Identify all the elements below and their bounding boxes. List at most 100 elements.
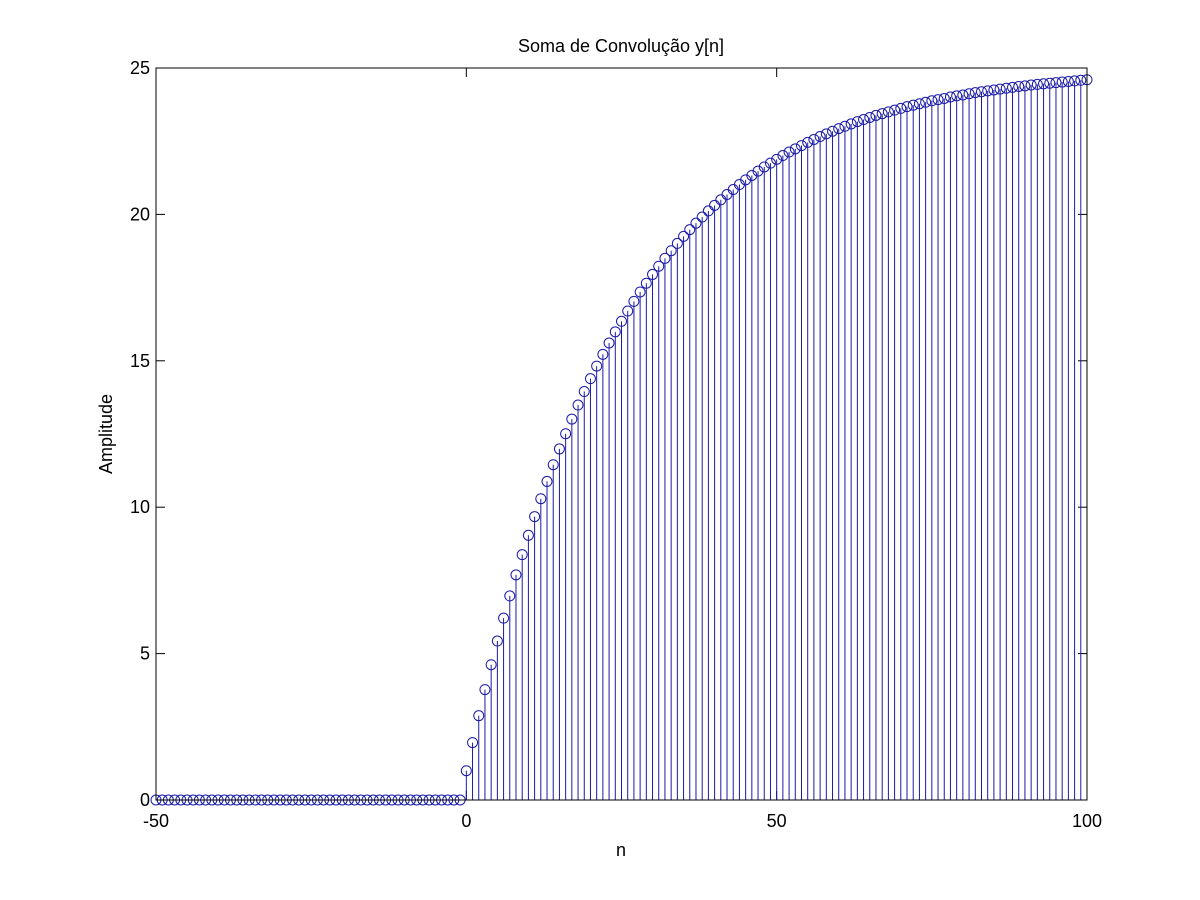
stem-marker xyxy=(1000,82,1012,94)
stem-marker xyxy=(988,84,1000,96)
stem-marker xyxy=(504,590,516,602)
stem-marker xyxy=(566,413,578,425)
stem-marker xyxy=(1044,77,1056,89)
x-tick-label: 100 xyxy=(1072,811,1102,831)
stem-marker xyxy=(541,475,553,487)
stem-marker xyxy=(982,85,994,97)
stem-marker xyxy=(709,199,721,211)
stem-marker xyxy=(752,165,764,177)
stem-marker xyxy=(671,237,683,249)
stem-marker xyxy=(591,360,603,372)
stem-marker xyxy=(913,98,925,110)
x-tick-label: 50 xyxy=(767,811,787,831)
stem-marker xyxy=(603,337,615,349)
stem-marker xyxy=(789,143,801,155)
stem-marker xyxy=(864,111,876,123)
stem-marker xyxy=(640,277,652,289)
stem-marker xyxy=(696,211,708,223)
stem-marker xyxy=(771,153,783,165)
y-tick-label: 5 xyxy=(140,644,150,664)
stem-marker xyxy=(1019,80,1031,92)
stem-marker xyxy=(1050,77,1062,89)
stem-marker xyxy=(895,102,907,114)
stem-marker xyxy=(851,116,863,128)
stem-marker xyxy=(783,146,795,158)
stem-marker xyxy=(491,635,503,647)
stem-marker xyxy=(1062,75,1074,87)
stem-marker xyxy=(827,125,839,137)
stem-marker xyxy=(665,245,677,257)
stem-marker xyxy=(969,87,981,99)
stem-marker xyxy=(975,86,987,98)
x-tick-label: 0 xyxy=(461,811,471,831)
stem-marker xyxy=(516,549,528,561)
stem-marker xyxy=(535,493,547,505)
stem-marker xyxy=(485,659,497,671)
stem-marker xyxy=(777,150,789,162)
x-axis-label: n xyxy=(616,840,626,860)
y-tick-label: 20 xyxy=(130,204,150,224)
stem-marker xyxy=(795,140,807,152)
stem-marker xyxy=(460,765,472,777)
y-tick-label: 0 xyxy=(140,790,150,810)
stem-marker xyxy=(547,459,559,471)
stem-marker xyxy=(702,205,714,217)
stem-marker xyxy=(553,443,565,455)
stem-marker xyxy=(634,286,646,298)
stem-marker xyxy=(814,131,826,143)
stem-marker xyxy=(1038,78,1050,90)
stem-marker xyxy=(820,128,832,140)
stem-marker xyxy=(889,104,901,116)
stem-marker xyxy=(622,305,634,317)
stem-marker xyxy=(653,260,665,272)
y-tick-label: 25 xyxy=(130,58,150,78)
axes-box xyxy=(155,67,1088,801)
stem-marker xyxy=(647,268,659,280)
x-tick-label: -50 xyxy=(143,811,169,831)
stem-marker xyxy=(522,529,534,541)
stem-marker xyxy=(678,230,690,242)
stem-marker xyxy=(901,101,913,113)
stem-marker xyxy=(764,157,776,169)
stem-marker xyxy=(578,386,590,398)
y-axis-label: Amplitude xyxy=(96,394,116,474)
stem-marker xyxy=(1069,75,1081,87)
stem-marker xyxy=(467,737,479,749)
stem-marker xyxy=(938,92,950,104)
stem-marker xyxy=(907,99,919,111)
stem-marker xyxy=(560,428,572,440)
stem-marker xyxy=(858,114,870,126)
stem-marker xyxy=(1075,74,1087,86)
stem-marker xyxy=(870,109,882,121)
stem-marker xyxy=(963,88,975,100)
stem-marker xyxy=(920,96,932,108)
stem-marker xyxy=(609,326,621,338)
stem-marker xyxy=(659,252,671,264)
stem-marker xyxy=(957,89,969,101)
stem-marker xyxy=(616,315,627,327)
stem-marker xyxy=(498,612,510,624)
y-tick-label: 15 xyxy=(130,351,150,371)
stem-marker xyxy=(584,373,596,385)
y-tick-label: 10 xyxy=(130,497,150,517)
stem-marker xyxy=(876,108,888,120)
stem-marker xyxy=(529,511,541,523)
stem-marker xyxy=(1007,81,1019,93)
stem-marker xyxy=(1013,80,1025,92)
stem-marker xyxy=(473,710,485,722)
chart-title: Soma de Convolução y[n] xyxy=(518,36,724,56)
stem-marker xyxy=(839,120,851,132)
stem-marker xyxy=(833,123,845,135)
stem-marker xyxy=(597,348,609,360)
stem-marker xyxy=(1025,79,1037,91)
stem-marker xyxy=(628,295,640,307)
stem-marker xyxy=(845,118,857,130)
stem-marker xyxy=(510,569,522,581)
stem-marker xyxy=(1031,78,1043,90)
stem-marker xyxy=(951,90,963,102)
stem-marker xyxy=(572,399,584,411)
stem-marker xyxy=(932,94,944,106)
stem-marker xyxy=(479,684,491,696)
